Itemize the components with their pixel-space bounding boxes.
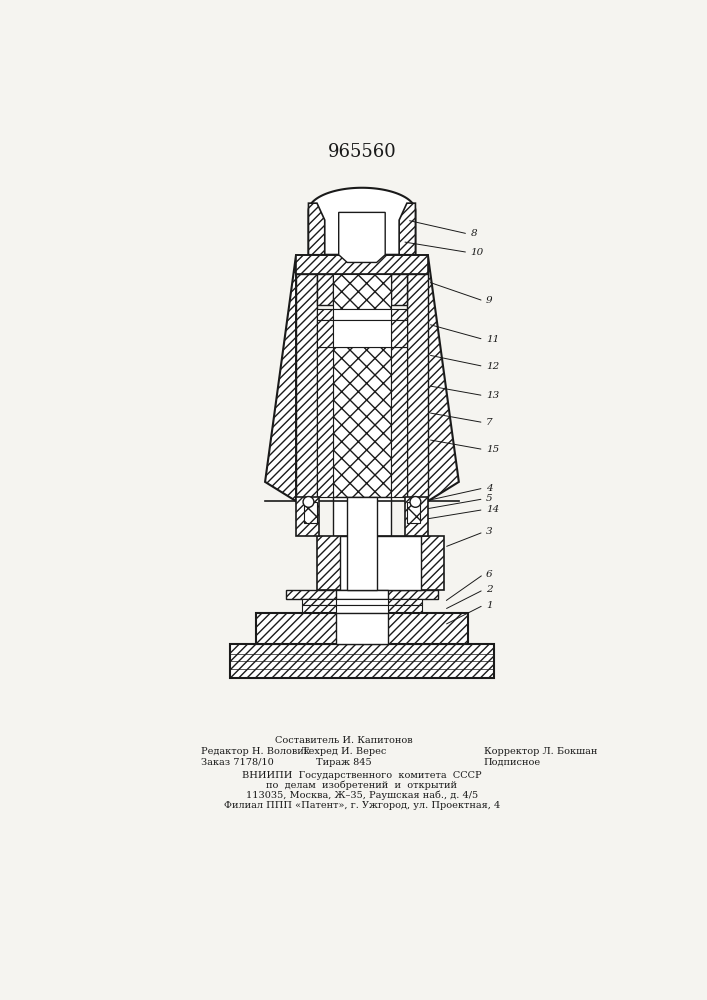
Text: 13: 13 (486, 391, 499, 400)
Text: Корректор Л. Бокшан: Корректор Л. Бокшан (484, 747, 597, 756)
Bar (347, 497, 377, 590)
Bar (317, 320, 333, 347)
Text: 12: 12 (486, 362, 499, 371)
Bar (404, 497, 428, 536)
Bar (407, 502, 420, 523)
Text: 14: 14 (486, 505, 499, 514)
Bar (303, 599, 422, 605)
Text: 5: 5 (486, 494, 493, 503)
Bar (333, 320, 391, 347)
Text: 6: 6 (486, 570, 493, 579)
Bar (304, 502, 317, 523)
Bar (303, 605, 422, 613)
Bar (391, 347, 407, 497)
Text: Техред И. Верес: Техред И. Верес (302, 747, 386, 756)
Text: ВНИИПИ  Государственного  комитета  СССР: ВНИИПИ Государственного комитета СССР (242, 771, 481, 780)
Polygon shape (399, 203, 416, 255)
Bar (333, 497, 391, 536)
Bar (317, 347, 333, 497)
Bar (317, 536, 444, 590)
Text: 15: 15 (486, 445, 499, 454)
Text: Филиал ППП «Патент», г. Ужгород, ул. Проектная, 4: Филиал ППП «Патент», г. Ужгород, ул. Про… (224, 801, 500, 810)
Bar (286, 590, 438, 599)
Bar (256, 613, 468, 644)
Bar (337, 613, 387, 644)
Polygon shape (308, 203, 325, 255)
Polygon shape (428, 255, 459, 501)
Text: 9: 9 (486, 296, 493, 305)
Text: 2: 2 (486, 585, 493, 594)
Text: Редактор Н. Воловик: Редактор Н. Воловик (201, 747, 310, 756)
Text: Составитель И. Капитонов: Составитель И. Капитонов (275, 736, 413, 745)
Text: 8: 8 (470, 229, 477, 238)
Text: 965560: 965560 (327, 143, 397, 161)
Bar (333, 309, 391, 320)
Bar (340, 536, 421, 590)
Bar (391, 309, 407, 320)
Bar (296, 274, 317, 501)
Text: по  делам  изобретений  и  открытий: по делам изобретений и открытий (267, 781, 457, 790)
Text: 1: 1 (486, 601, 493, 610)
Text: 11: 11 (486, 335, 499, 344)
Bar (391, 320, 407, 347)
Bar (296, 497, 320, 536)
Polygon shape (308, 188, 416, 255)
Text: Тираж 845: Тираж 845 (316, 758, 372, 767)
Text: Подписное: Подписное (484, 758, 541, 767)
Text: Заказ 7178/10: Заказ 7178/10 (201, 758, 274, 767)
Bar (391, 274, 407, 305)
Polygon shape (265, 255, 296, 501)
Text: 3: 3 (486, 527, 493, 536)
Circle shape (410, 497, 421, 507)
Bar (317, 274, 333, 305)
Bar (296, 255, 428, 274)
Bar (317, 309, 333, 320)
Text: 113035, Москва, Ж–35, Раушская наб., д. 4/5: 113035, Москва, Ж–35, Раушская наб., д. … (246, 791, 478, 800)
Bar (337, 605, 387, 613)
Text: 10: 10 (470, 248, 484, 257)
Text: 7: 7 (486, 418, 493, 427)
Bar (407, 274, 428, 501)
Bar (333, 347, 391, 497)
Bar (333, 274, 391, 309)
Bar (337, 599, 387, 605)
Bar (230, 644, 493, 678)
Polygon shape (339, 212, 385, 262)
Circle shape (303, 497, 314, 507)
Bar (337, 590, 387, 599)
Text: 4: 4 (486, 484, 493, 493)
